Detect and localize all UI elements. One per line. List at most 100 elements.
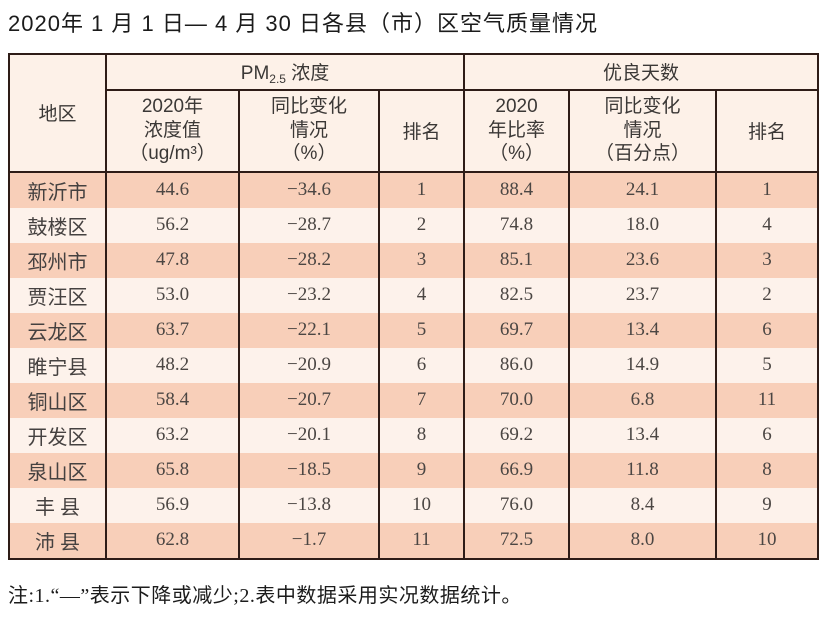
cell-pm_rank: 11 bbox=[377, 522, 466, 559]
cell-good_change: 6.8 bbox=[568, 382, 718, 418]
cell-pm_value: 47.8 bbox=[105, 242, 240, 278]
cell-pm_rank: 5 bbox=[377, 312, 466, 348]
header-good-days-group: 优良天数 bbox=[463, 53, 820, 91]
cell-good_rank: 6 bbox=[715, 312, 820, 348]
table-header: 地区 PM2.5 浓度 优良天数 2020年 浓度值 （ug/m³） 同比变化 … bbox=[8, 53, 820, 173]
cell-pm_change: −34.6 bbox=[238, 171, 380, 208]
table-row: 云龙区 63.7 −22.1 5 69.7 13.4 6 bbox=[8, 312, 820, 348]
cell-good_change: 13.4 bbox=[568, 312, 718, 348]
cell-pm_value: 58.4 bbox=[105, 382, 240, 418]
cell-good_change: 8.4 bbox=[568, 487, 718, 523]
cell-region: 丰 县 bbox=[8, 487, 107, 523]
header-pm-rank: 排名 bbox=[377, 89, 466, 173]
cell-pm_change: −20.9 bbox=[238, 347, 380, 383]
header-row-groups: 地区 PM2.5 浓度 优良天数 bbox=[8, 53, 820, 173]
cell-pm_change: −1.7 bbox=[238, 522, 380, 559]
cell-pm_value: 63.7 bbox=[105, 312, 240, 348]
cell-good_change: 23.7 bbox=[568, 277, 718, 313]
cell-pm_change: −20.1 bbox=[238, 417, 380, 453]
cell-good_rank: 11 bbox=[715, 382, 820, 418]
header-good-change: 同比变化 情况 （百分点） bbox=[568, 89, 718, 173]
cell-good_ratio: 74.8 bbox=[463, 207, 571, 243]
table-row: 鼓楼区 56.2 −28.7 2 74.8 18.0 4 bbox=[8, 207, 820, 243]
table-row: 泉山区 65.8 −18.5 9 66.9 11.8 8 bbox=[8, 452, 820, 488]
cell-pm_rank: 3 bbox=[377, 242, 466, 278]
cell-good_ratio: 82.5 bbox=[463, 277, 571, 313]
cell-pm_value: 56.2 bbox=[105, 207, 240, 243]
table-body: 新沂市 44.6 −34.6 1 88.4 24.1 1 鼓楼区 56.2 −28.7 2 74.8 1… bbox=[8, 171, 820, 559]
cell-good_ratio: 76.0 bbox=[463, 487, 571, 523]
cell-good_rank: 4 bbox=[715, 207, 820, 243]
header-row-columns: 2020年 浓度值 （ug/m³） 同比变化 情况 （%） 排名 2020 年比… bbox=[9, 89, 820, 173]
cell-good_rank: 8 bbox=[715, 452, 820, 488]
cell-good_rank: 3 bbox=[715, 242, 820, 278]
cell-good_ratio: 69.7 bbox=[463, 312, 571, 348]
cell-pm_change: −18.5 bbox=[238, 452, 380, 488]
cell-pm_rank: 1 bbox=[377, 171, 466, 208]
cell-good_rank: 2 bbox=[715, 277, 820, 313]
cell-pm_rank: 4 bbox=[377, 277, 466, 313]
cell-region: 睢宁县 bbox=[8, 347, 107, 383]
header-pm-change: 同比变化 情况 （%） bbox=[238, 89, 380, 173]
cell-good_change: 14.9 bbox=[568, 347, 718, 383]
cell-pm_value: 63.2 bbox=[105, 417, 240, 453]
cell-good_ratio: 70.0 bbox=[463, 382, 571, 418]
cell-region: 新沂市 bbox=[8, 171, 107, 208]
header-good-rank: 排名 bbox=[715, 89, 820, 173]
cell-good_change: 24.1 bbox=[568, 171, 718, 208]
table-row: 贾汪区 53.0 −23.2 4 82.5 23.7 2 bbox=[8, 277, 820, 313]
cell-good_rank: 10 bbox=[715, 522, 820, 559]
cell-pm_value: 48.2 bbox=[105, 347, 240, 383]
cell-pm_change: −28.2 bbox=[238, 242, 380, 278]
table-row: 沛 县 62.8 −1.7 11 72.5 8.0 10 bbox=[8, 522, 820, 559]
footnote: 注:1.“—”表示下降或减少;2.表中数据采用实况数据统计。 bbox=[8, 584, 522, 607]
cell-region: 鼓楼区 bbox=[8, 207, 107, 243]
cell-good_change: 11.8 bbox=[568, 452, 718, 488]
cell-pm_value: 65.8 bbox=[105, 452, 240, 488]
cell-region: 云龙区 bbox=[8, 312, 107, 348]
cell-region: 沛 县 bbox=[8, 522, 107, 559]
cell-good_rank: 6 bbox=[715, 417, 820, 453]
cell-good_change: 23.6 bbox=[568, 242, 718, 278]
table-row: 新沂市 44.6 −34.6 1 88.4 24.1 1 bbox=[8, 171, 820, 208]
page-title: 2020年 1 月 1 日— 4 月 30 日各县（市）区空气质量情况 bbox=[8, 11, 599, 36]
header-region: 地区 bbox=[8, 53, 107, 173]
pm25-subscript: 2.5 bbox=[269, 71, 286, 86]
cell-pm_value: 62.8 bbox=[105, 522, 240, 559]
cell-pm_rank: 9 bbox=[377, 452, 466, 488]
table-row: 邳州市 47.8 −28.2 3 85.1 23.6 3 bbox=[8, 242, 820, 278]
cell-good_ratio: 72.5 bbox=[463, 522, 571, 559]
header-pm25-group: PM2.5 浓度 bbox=[104, 53, 466, 91]
cell-good_ratio: 88.4 bbox=[463, 171, 571, 208]
cell-good_rank: 1 bbox=[715, 171, 820, 208]
cell-pm_change: −20.7 bbox=[238, 382, 380, 418]
cell-region: 贾汪区 bbox=[8, 277, 107, 313]
cell-region: 邳州市 bbox=[8, 242, 107, 278]
cell-pm_change: −23.2 bbox=[238, 277, 380, 313]
pm25-label: PM2.5 浓度 bbox=[240, 62, 330, 86]
table-row: 丰 县 56.9 −13.8 10 76.0 8.4 9 bbox=[8, 487, 820, 523]
cell-pm_rank: 6 bbox=[377, 347, 466, 383]
cell-pm_change: −28.7 bbox=[238, 207, 380, 243]
cell-pm_rank: 7 bbox=[377, 382, 466, 418]
cell-good_ratio: 85.1 bbox=[463, 242, 571, 278]
header-pm-value: 2020年 浓度值 （ug/m³） bbox=[105, 89, 240, 173]
cell-pm_rank: 10 bbox=[377, 487, 466, 523]
air-quality-table: 地区 PM2.5 浓度 优良天数 2020年 浓度值 （ug/m³） 同比变化 … bbox=[8, 52, 820, 560]
cell-region: 铜山区 bbox=[8, 382, 107, 418]
cell-pm_value: 53.0 bbox=[105, 277, 240, 313]
cell-region: 泉山区 bbox=[8, 452, 107, 488]
cell-good_change: 13.4 bbox=[568, 417, 718, 453]
cell-pm_rank: 2 bbox=[377, 207, 466, 243]
cell-pm_change: −13.8 bbox=[238, 487, 380, 523]
cell-pm_rank: 8 bbox=[377, 417, 466, 453]
cell-good_ratio: 86.0 bbox=[463, 347, 571, 383]
table-row: 铜山区 58.4 −20.7 7 70.0 6.8 11 bbox=[8, 382, 820, 418]
cell-good_rank: 5 bbox=[715, 347, 820, 383]
cell-good_rank: 9 bbox=[715, 487, 820, 523]
table-row: 开发区 63.2 −20.1 8 69.2 13.4 6 bbox=[8, 417, 820, 453]
cell-good_change: 18.0 bbox=[568, 207, 718, 243]
cell-good_ratio: 69.2 bbox=[463, 417, 571, 453]
table-row: 睢宁县 48.2 −20.9 6 86.0 14.9 5 bbox=[8, 347, 820, 383]
